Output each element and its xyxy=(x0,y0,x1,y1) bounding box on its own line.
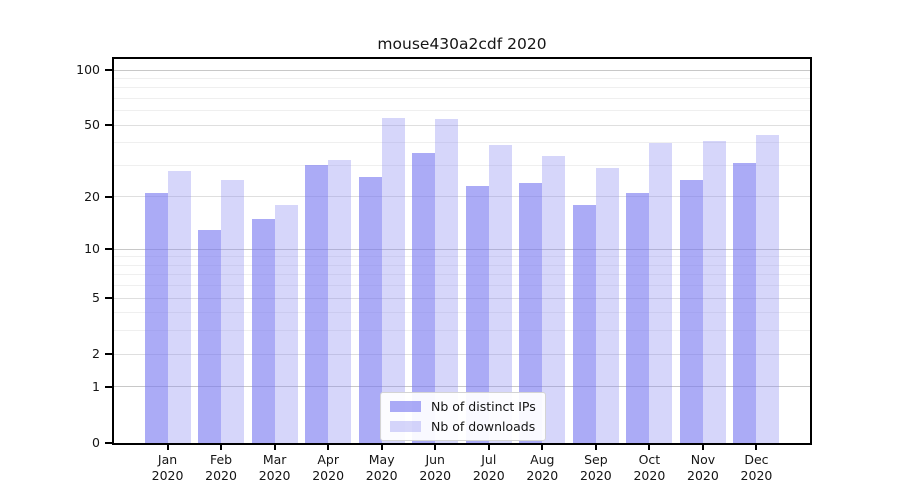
bar-distinct-ips xyxy=(733,162,757,443)
gridline-minor xyxy=(114,312,810,314)
gridline-major xyxy=(114,196,810,198)
legend-item: Nb of downloads xyxy=(390,419,536,434)
x-tick-label: May 2020 xyxy=(365,452,398,483)
gridline-minor xyxy=(114,264,810,266)
x-tick-mark xyxy=(701,443,704,450)
x-tick-mark xyxy=(166,443,169,450)
x-tick-label: Nov 2020 xyxy=(687,452,719,483)
y-tick-label: 0 xyxy=(92,435,100,450)
x-tick-label: Jul 2020 xyxy=(472,452,505,483)
bar-distinct-ips xyxy=(144,193,168,443)
gridline-minor xyxy=(114,110,810,112)
x-tick-mark xyxy=(220,443,223,450)
bar-downloads xyxy=(274,205,298,443)
bar-distinct-ips xyxy=(519,182,543,443)
bar-distinct-ips xyxy=(251,218,275,443)
legend: Nb of distinct IPs Nb of downloads xyxy=(380,392,546,441)
bar-distinct-ips xyxy=(412,153,436,443)
bar-downloads xyxy=(756,135,780,443)
bar-downloads xyxy=(435,119,459,443)
bar-distinct-ips xyxy=(198,229,222,443)
y-tick-label: 10 xyxy=(84,241,100,257)
y-tick-mark xyxy=(105,69,112,71)
bar-downloads xyxy=(649,142,673,443)
x-tick-mark xyxy=(380,443,383,450)
y-tick-label: 2 xyxy=(92,346,100,362)
legend-item: Nb of distinct IPs xyxy=(390,399,536,414)
gridline-minor xyxy=(114,87,810,89)
x-tick-label: Jun 2020 xyxy=(419,452,452,483)
x-tick-label: Dec 2020 xyxy=(740,452,773,483)
y-tick-mark xyxy=(105,297,112,300)
bar-downloads xyxy=(328,160,352,443)
gridline-major xyxy=(114,297,810,299)
gridline-minor xyxy=(114,256,810,258)
x-tick-label: Mar 2020 xyxy=(258,452,291,483)
gridline-minor xyxy=(114,330,810,332)
bar-distinct-ips xyxy=(305,165,329,443)
gridline-minor xyxy=(114,164,810,166)
x-tick-mark xyxy=(487,443,490,450)
y-tick-mark xyxy=(105,442,112,444)
bar-distinct-ips xyxy=(626,193,650,443)
gridline-major xyxy=(114,69,810,71)
x-tick-label: Sep 2020 xyxy=(579,452,612,483)
plot-area: Nb of distinct IPs Nb of downloads 0 1 2 5 10… xyxy=(76,57,812,483)
x-tick-mark xyxy=(594,443,597,450)
x-tick-label: Feb 2020 xyxy=(205,452,237,483)
gridline-minor xyxy=(114,142,810,144)
bar-distinct-ips xyxy=(679,179,703,443)
gridline-minor xyxy=(114,274,810,276)
x-tick-mark xyxy=(541,443,544,450)
bar-distinct-ips xyxy=(358,176,382,443)
gridline-minor xyxy=(114,97,810,99)
legend-swatch xyxy=(390,401,421,412)
bar-downloads xyxy=(221,179,245,443)
y-tick-label: 20 xyxy=(84,188,100,204)
y-tick-mark xyxy=(105,248,112,251)
gridline-major xyxy=(114,353,810,355)
y-tick-mark xyxy=(105,353,112,356)
chart-title: mouse430a2cdf 2020 xyxy=(377,35,547,53)
bar-downloads xyxy=(167,170,191,443)
x-tick-mark xyxy=(648,443,651,450)
x-tick-label: Jan 2020 xyxy=(151,452,184,483)
x-tick-mark xyxy=(273,443,276,450)
x-tick-label: Apr 2020 xyxy=(312,452,345,483)
x-tick-mark xyxy=(327,443,330,450)
bar-downloads xyxy=(595,168,619,443)
y-tick-label: 100 xyxy=(76,62,100,77)
bar-downloads xyxy=(381,117,405,443)
legend-label: Nb of downloads xyxy=(431,419,536,434)
legend-label: Nb of distinct IPs xyxy=(431,399,536,414)
bar-distinct-ips xyxy=(572,205,596,443)
y-tick-mark xyxy=(105,195,112,198)
bar-downloads xyxy=(488,144,512,443)
x-tick-mark xyxy=(434,443,437,450)
y-tick-label: 50 xyxy=(84,117,100,133)
gridline-major xyxy=(114,248,810,250)
y-tick-label: 1 xyxy=(92,378,100,394)
bar-downloads xyxy=(702,140,726,443)
x-tick-mark xyxy=(755,443,758,450)
legend-swatch xyxy=(390,421,421,432)
x-tick-label: Oct 2020 xyxy=(633,452,666,483)
gridline-major xyxy=(114,124,810,126)
bar-downloads xyxy=(542,155,566,443)
bar-distinct-ips xyxy=(465,186,489,443)
y-tick-mark xyxy=(105,124,112,127)
y-tick-label: 5 xyxy=(92,290,100,306)
gridline-major xyxy=(114,386,810,388)
gridline-minor xyxy=(114,77,810,79)
x-tick-label: Aug 2020 xyxy=(526,452,559,483)
gridline-minor xyxy=(114,285,810,287)
y-tick-mark xyxy=(105,385,112,388)
